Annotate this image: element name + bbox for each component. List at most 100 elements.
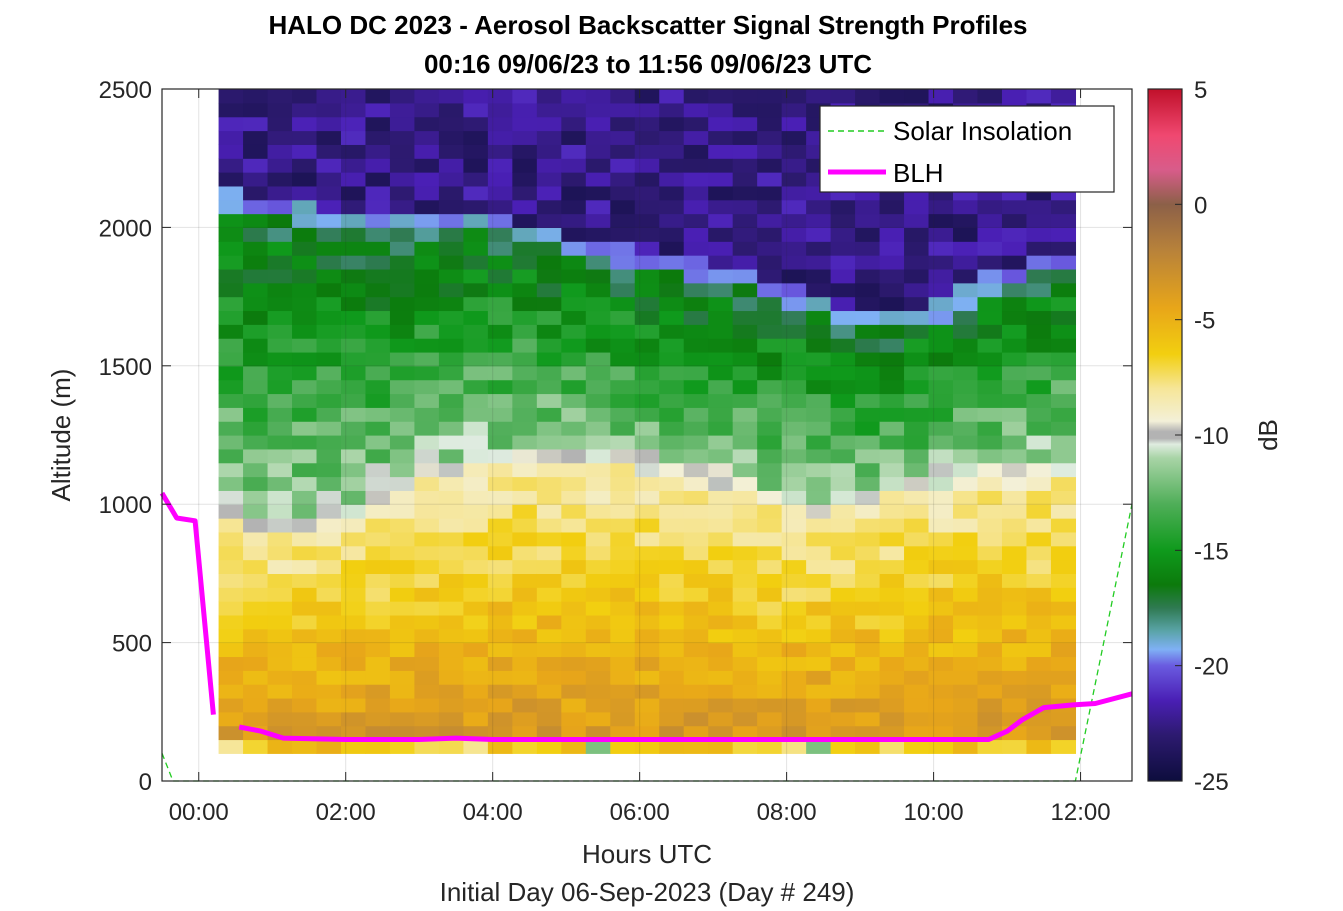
heatmap-cell — [292, 213, 318, 228]
heatmap-cell — [757, 255, 783, 270]
heatmap-cell — [610, 559, 636, 574]
heatmap-cell — [610, 144, 636, 159]
heatmap-cell — [879, 255, 905, 270]
heatmap-cell — [340, 614, 367, 630]
heatmap-cell — [879, 379, 905, 395]
heatmap-cell — [1026, 587, 1052, 602]
heatmap-cell — [781, 393, 807, 408]
heatmap-cell — [365, 227, 391, 242]
heatmap-cell — [830, 310, 856, 325]
heatmap-cell — [1050, 573, 1077, 588]
heatmap-cell — [1001, 379, 1028, 395]
heatmap-cell — [414, 421, 440, 436]
heatmap-cell — [365, 213, 391, 228]
heatmap-cell — [1026, 351, 1052, 367]
heatmap-cell — [536, 172, 562, 187]
heatmap-cell — [243, 697, 269, 713]
heatmap-cell — [340, 490, 367, 505]
heatmap-cell — [585, 351, 611, 367]
heatmap-cell — [781, 89, 807, 104]
heatmap-cell — [487, 711, 513, 727]
heatmap-cell — [218, 172, 244, 187]
heatmap-cell — [463, 407, 489, 422]
heatmap-cell — [512, 130, 538, 145]
heatmap-cell — [1050, 379, 1077, 395]
heatmap-cell — [414, 670, 440, 685]
heatmap-cell — [1001, 227, 1028, 242]
heatmap-cell — [414, 642, 440, 658]
heatmap-cell — [879, 739, 905, 754]
heatmap-cell — [536, 614, 562, 630]
heatmap-cell — [365, 407, 391, 422]
heatmap-cell — [561, 684, 587, 699]
heatmap-cell — [757, 711, 783, 727]
heatmap-cell — [904, 324, 930, 339]
heatmap-cell — [879, 241, 905, 256]
colorbar-tick-label: -15 — [1194, 538, 1229, 565]
heatmap-cell — [536, 711, 562, 727]
heatmap-cell — [855, 490, 881, 505]
heatmap-cell — [732, 531, 758, 547]
heatmap-cell — [953, 213, 979, 228]
heatmap-cell — [634, 739, 660, 754]
heatmap-cell — [267, 102, 293, 118]
heatmap-cell — [561, 296, 587, 312]
heatmap-cell — [414, 462, 440, 478]
heatmap-cell — [536, 518, 562, 533]
heatmap-cell — [904, 365, 930, 381]
heatmap-cell — [610, 130, 636, 145]
heatmap-cell — [953, 573, 979, 588]
heatmap-cell — [585, 490, 611, 505]
heatmap-cell — [512, 310, 538, 325]
heatmap-cell — [512, 684, 538, 699]
heatmap-cell — [1001, 697, 1028, 713]
colorbar-tick-label: 5 — [1194, 77, 1207, 104]
heatmap-cell — [487, 739, 513, 754]
heatmap-cell — [487, 476, 513, 491]
heatmap-cell — [389, 144, 416, 159]
heatmap-cell — [904, 504, 930, 519]
heatmap-cell — [365, 504, 391, 519]
heatmap-cell — [585, 310, 611, 325]
heatmap-cell — [512, 476, 538, 491]
heatmap-cell — [879, 504, 905, 519]
heatmap-cell — [928, 725, 954, 741]
heatmap-cell — [218, 462, 244, 478]
heatmap-cell — [1001, 407, 1028, 422]
heatmap-cell — [830, 227, 856, 242]
heatmap-cell — [414, 559, 440, 574]
heatmap-cell — [463, 324, 489, 339]
heatmap-cell — [879, 490, 905, 505]
heatmap-cell — [389, 573, 416, 588]
heatmap-cell — [634, 462, 660, 478]
heatmap-cell — [267, 587, 293, 602]
heatmap-cell — [904, 601, 930, 616]
heatmap-cell — [414, 310, 440, 325]
heatmap-cell — [977, 697, 1003, 713]
heatmap-cell — [757, 185, 783, 201]
heatmap-cell — [292, 573, 318, 588]
heatmap-cell — [389, 725, 416, 741]
heatmap-cell — [659, 338, 685, 353]
heatmap-cell — [757, 545, 783, 561]
heatmap-cell — [634, 268, 660, 284]
heatmap-cell — [1026, 407, 1052, 422]
heatmap-cell — [1050, 490, 1077, 505]
heatmap-cell — [634, 545, 660, 561]
heatmap-cell — [757, 628, 783, 644]
heatmap-cell — [218, 310, 244, 325]
heatmap-cell — [855, 531, 881, 547]
heatmap-cell — [879, 642, 905, 658]
heatmap-cell — [1050, 711, 1077, 727]
heatmap-cell — [879, 435, 905, 450]
heatmap-cell — [414, 601, 440, 616]
heatmap-cell — [634, 227, 660, 242]
heatmap-cell — [292, 158, 318, 173]
heatmap-cell — [218, 531, 244, 547]
heatmap-cell — [732, 421, 758, 436]
heatmap-cell — [365, 670, 391, 685]
heatmap-cell — [585, 213, 611, 228]
heatmap-cell — [292, 684, 318, 699]
heatmap-cell — [928, 739, 954, 754]
heatmap-cell — [781, 241, 807, 256]
